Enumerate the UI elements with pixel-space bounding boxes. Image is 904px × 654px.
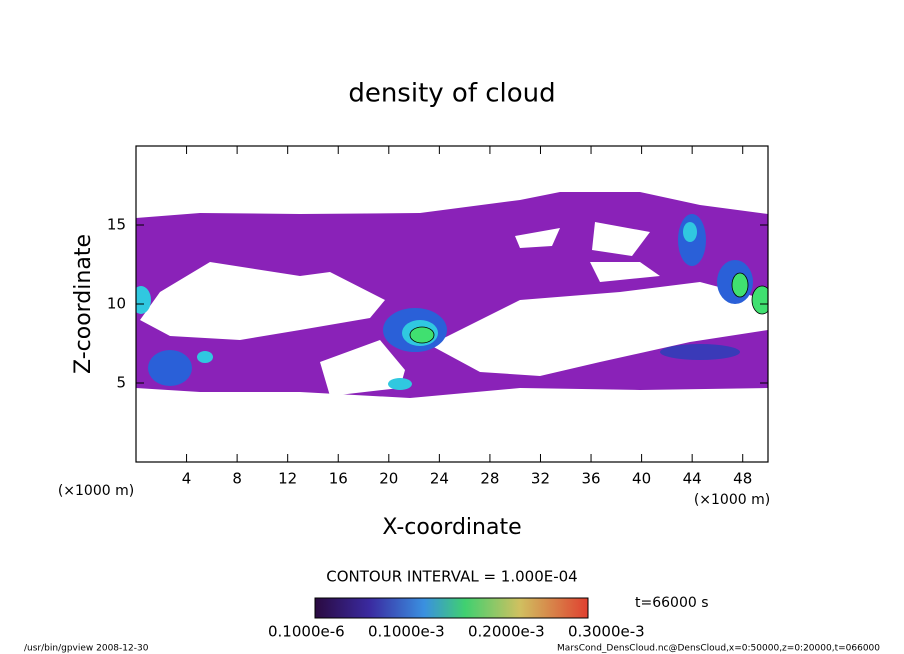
cloud-hole [140,262,385,340]
cloud-core [388,378,412,390]
x-tick-label: 20 [379,470,398,488]
cloud-field [136,192,768,398]
x-tick-label: 4 [182,470,192,488]
time-label: t=66000 s [635,595,709,611]
x-tick-label: 48 [733,470,752,488]
colorbar-label: 0.2000e-3 [468,623,545,641]
x-tick-label: 8 [232,470,242,488]
cloud-core [683,222,697,242]
x-tick-label: 32 [531,470,550,488]
colorbar-label: 0.1000e-3 [368,623,445,641]
y-tick-label: 15 [107,216,126,234]
x-tick-label: 44 [683,470,702,488]
y-tick-label: 5 [116,374,126,392]
colorbar-label: 0.1000e-6 [268,623,345,641]
x-tick-label: 12 [278,470,297,488]
x-tick-label: 24 [430,470,449,488]
cloud-hole [430,282,768,376]
cloud-hole [592,222,650,256]
colorbar-label: 0.3000e-3 [568,623,645,641]
cloud-hole [515,228,560,248]
cloud-core [660,344,740,360]
x-tick-label: 28 [480,470,499,488]
colorbar [314,597,589,619]
x-unit: (×1000 m) [694,492,770,508]
contour-interval: CONTOUR INTERVAL = 1.000E-04 [326,568,577,586]
cloud-core [751,285,768,315]
cloud-core [148,350,192,386]
chart-title: density of cloud [348,79,555,109]
cloud-core [197,351,213,363]
x-tick-label: 16 [329,470,348,488]
x-axis-label: X-coordinate [382,515,521,540]
footer-right: MarsCond_DensCloud.nc@DensCloud,x=0:5000… [557,644,880,654]
y-axis-label: Z-coordinate [71,234,96,374]
footer-left: /usr/bin/gpview 2008-12-30 [24,644,149,654]
x-tick-label: 36 [581,470,600,488]
cloud-core [136,286,151,314]
x-tick-label: 40 [632,470,651,488]
cloud-core [731,272,749,298]
cloud-hole [590,262,660,282]
cloud-hole [320,340,405,396]
x-unit: (×1000 m) [58,483,134,499]
y-tick-label: 10 [107,295,126,313]
cloud-core [409,326,435,344]
